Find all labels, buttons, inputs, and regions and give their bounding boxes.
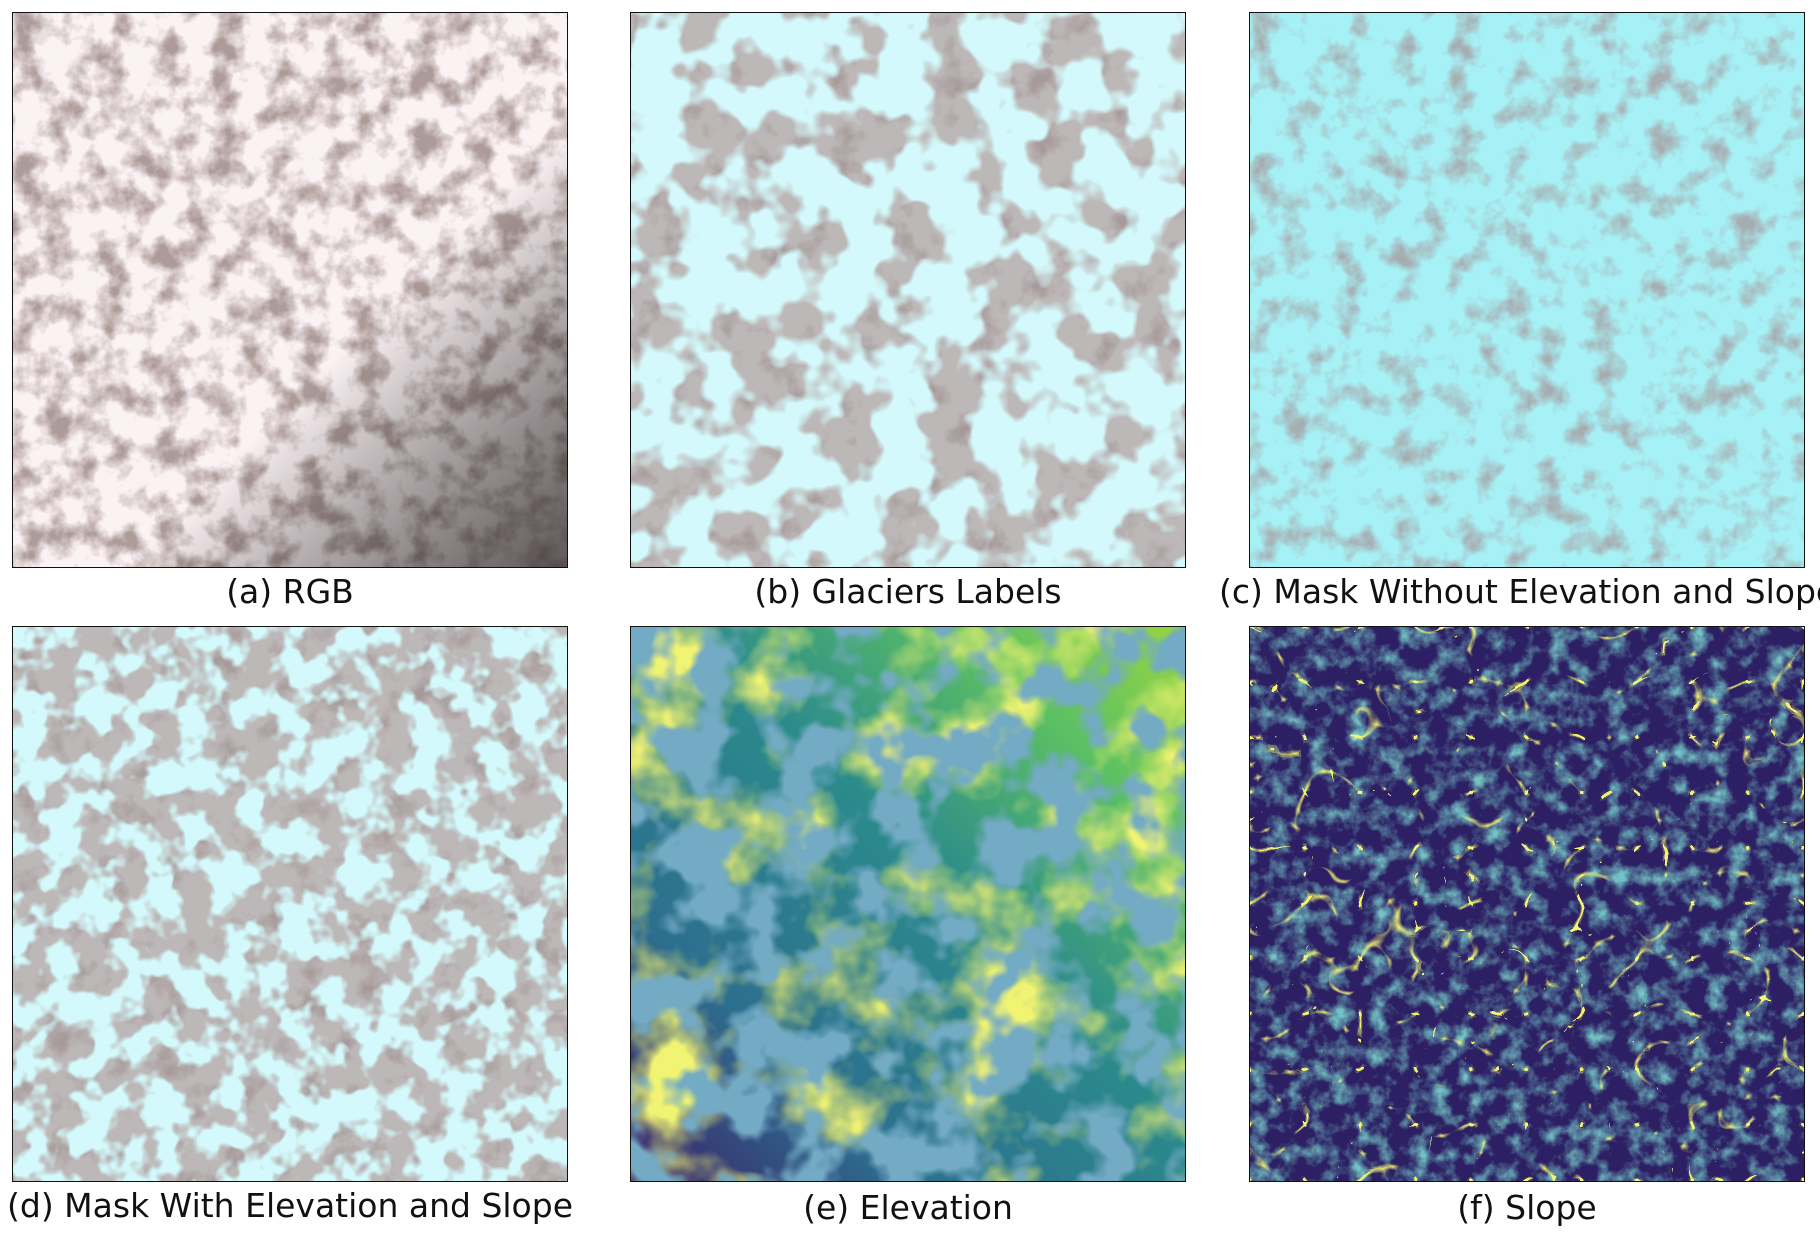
panel-slope (1249, 626, 1805, 1182)
panel-rgb (12, 12, 568, 568)
caption-f: (f) Slope (1457, 1188, 1597, 1227)
panel-mask-with (12, 626, 568, 1182)
panel-mask-without (1249, 12, 1805, 568)
caption-d: (d) Mask With Elevation and Slope (7, 1186, 573, 1225)
caption-b: (b) Glaciers Labels (754, 572, 1062, 611)
panel-glacier-labels (630, 12, 1186, 568)
caption-a: (a) RGB (226, 572, 354, 611)
panel-elevation (630, 626, 1186, 1182)
mask-without-image (1250, 13, 1804, 567)
slope-image (1250, 627, 1804, 1181)
glacier-labels-image (631, 13, 1185, 567)
mask-with-image (13, 627, 567, 1181)
caption-c: (c) Mask Without Elevation and Slope (1219, 572, 1820, 611)
caption-e: (e) Elevation (803, 1188, 1013, 1227)
elevation-image (631, 627, 1185, 1181)
rgb-image (13, 13, 567, 567)
